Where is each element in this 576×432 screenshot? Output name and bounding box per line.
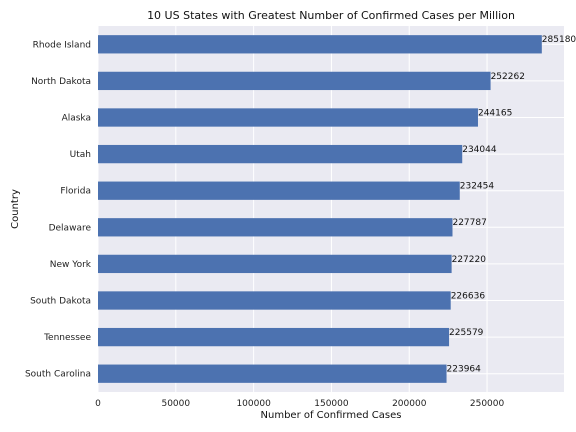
bar <box>98 144 463 164</box>
y-tick-label: Alaska <box>62 114 91 124</box>
y-tick-labels: Rhode Island North Dakota Alaska Utah Florid… <box>25 40 92 379</box>
data-label: 227220 <box>452 255 487 265</box>
data-label: 227787 <box>452 218 486 228</box>
y-tick-label: Rhode Island <box>33 40 91 50</box>
bar <box>98 254 452 274</box>
y-tick-label: Florida <box>60 187 91 197</box>
bar <box>98 364 447 383</box>
x-tick-label: 150000 <box>314 399 349 409</box>
y-tick-label: South Dakota <box>30 297 91 307</box>
bar <box>98 327 450 347</box>
data-label: 226636 <box>451 291 486 301</box>
bar <box>98 218 453 237</box>
x-tick-label: 200000 <box>392 399 427 409</box>
data-label: 234044 <box>462 145 497 155</box>
x-tick-label: 250000 <box>470 399 505 409</box>
x-tick-label: 100000 <box>236 399 271 409</box>
y-tick-label: Tennessee <box>43 333 91 343</box>
bar <box>98 291 451 310</box>
y-tick-label: North Dakota <box>31 77 91 87</box>
bar <box>98 181 460 200</box>
data-label: 252262 <box>491 72 525 82</box>
bars <box>98 35 542 383</box>
bar <box>98 71 491 91</box>
x-tick-labels: 0 50000 100000 150000 200000 250000 <box>95 399 504 409</box>
x-tick-label: 0 <box>95 399 101 409</box>
y-tick-label: New York <box>50 260 92 270</box>
y-axis-label: Country <box>10 189 21 229</box>
bar <box>98 35 542 54</box>
x-axis-label: Number of Confirmed Cases <box>261 410 402 421</box>
data-label: 285180 <box>542 35 576 45</box>
data-label: 244165 <box>478 108 512 118</box>
x-tick-label: 50000 <box>161 399 190 409</box>
y-tick-label: Delaware <box>49 223 92 233</box>
y-tick-label: South Carolina <box>25 370 91 380</box>
y-tick-label: Utah <box>70 150 91 160</box>
chart-title: 10 US States with Greatest Number of Con… <box>147 9 515 22</box>
data-labels: 285180 252262 244165 234044 232454 227787 2272… <box>447 35 576 374</box>
data-label: 232454 <box>460 182 495 192</box>
data-label: 223964 <box>447 365 482 375</box>
bar <box>98 108 478 127</box>
data-label: 225579 <box>449 328 484 338</box>
